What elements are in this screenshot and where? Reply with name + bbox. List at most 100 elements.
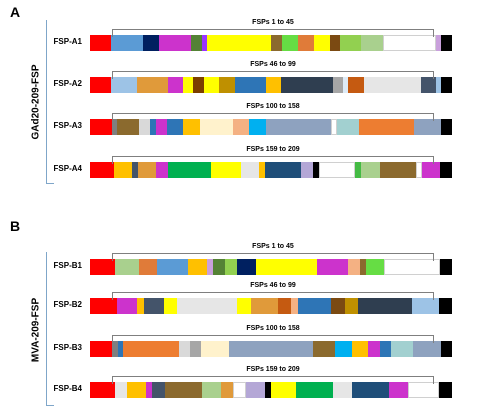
fsp-segment: [440, 341, 452, 357]
fsp-segment: [212, 259, 225, 275]
fsp-segment: [343, 77, 349, 93]
fsp-segment: [201, 341, 230, 357]
range-label: FSPs 100 to 158: [246, 325, 300, 332]
fsp-row: FSP-B4: [0, 382, 500, 398]
fsp-segment: [255, 259, 317, 275]
fsp-segment: [331, 298, 345, 314]
fsp-segment: [202, 382, 221, 398]
row-label: FSP-B2: [53, 300, 82, 309]
fsp-segment: [281, 35, 298, 51]
fsp-segment: [112, 341, 118, 357]
fsp-segment: [117, 341, 124, 357]
fsp-segment: [127, 382, 147, 398]
fsp-segment: [237, 298, 251, 314]
fsp-segment: [183, 119, 200, 135]
fsp-segment: [316, 259, 348, 275]
fsp-segment: [265, 77, 282, 93]
fsp-segment: [167, 77, 184, 93]
fsp-segment: [359, 259, 367, 275]
fsp-segment: [313, 35, 330, 51]
fsp-segment: [348, 77, 364, 93]
row-label: FSP-B1: [53, 261, 82, 270]
row-label: FSP-A2: [53, 79, 82, 88]
fsp-segment: [358, 119, 414, 135]
range-label: FSPs 46 to 99: [250, 61, 296, 68]
fsp-segment: [177, 298, 238, 314]
fsp-segment: [139, 259, 158, 275]
fsp-segment: [143, 35, 160, 51]
fsp-segment: [297, 298, 332, 314]
fsp-segment: [155, 119, 167, 135]
fsp-segment: [114, 382, 128, 398]
fsp-segment: [163, 298, 178, 314]
range-bracket: [112, 113, 434, 121]
range-bracket: [112, 29, 434, 37]
fsp-segment: [188, 259, 207, 275]
fsp-segment: [379, 341, 391, 357]
range-label: FSPs 1 to 45: [252, 19, 294, 26]
fsp-segment: [116, 298, 137, 314]
fsp-segment: [156, 162, 169, 178]
fsp-segment: [361, 35, 383, 51]
fsp-segment: [291, 298, 298, 314]
range-bracket: [112, 335, 434, 343]
fsp-row: FSP-B3: [0, 341, 500, 357]
range-bracket: [112, 71, 434, 79]
fsp-row: FSP-A4: [0, 162, 500, 178]
fsp-bar: [90, 119, 452, 135]
fsp-bar: [90, 341, 452, 357]
fsp-segment: [439, 382, 452, 398]
fsp-segment: [90, 341, 113, 357]
fsp-bar: [90, 77, 452, 93]
fsp-segment: [408, 382, 440, 398]
range-bracket: [112, 253, 434, 261]
range-label: FSPs 46 to 99: [250, 282, 296, 289]
fsp-segment: [361, 162, 380, 178]
fsp-segment: [90, 382, 115, 398]
fsp-segment: [379, 162, 416, 178]
fsp-segment: [111, 119, 118, 135]
fsp-segment: [146, 382, 153, 398]
range-bracket: [112, 292, 434, 300]
fsp-segment: [435, 35, 442, 51]
fsp-segment: [191, 35, 202, 51]
panel-letter: B: [10, 218, 21, 234]
row-label: FSP-A3: [53, 121, 82, 130]
panel-border-vertical: [46, 20, 47, 183]
fsp-segment: [389, 382, 409, 398]
fsp-segment: [201, 35, 208, 51]
fsp-segment: [363, 77, 421, 93]
fsp-segment: [265, 119, 332, 135]
fsp-segment: [436, 77, 442, 93]
fsp-segment: [114, 162, 133, 178]
fsp-row: FSP-B2: [0, 298, 500, 314]
fsp-segment: [132, 162, 139, 178]
fsp-segment: [136, 77, 168, 93]
panel-border-bottom: [46, 405, 54, 406]
fsp-segment: [277, 298, 292, 314]
range-label: FSPs 159 to 209: [246, 366, 300, 373]
fsp-segment: [249, 119, 266, 135]
fsp-row: FSP-B1: [0, 259, 500, 275]
range-label: FSPs 1 to 45: [252, 243, 294, 250]
fsp-bar: [90, 259, 452, 275]
fsp-segment: [110, 77, 137, 93]
fsp-segment: [368, 341, 380, 357]
fsp-segment: [168, 162, 211, 178]
fsp-segment: [157, 259, 189, 275]
fsp-segment: [117, 119, 140, 135]
fsp-segment: [234, 77, 266, 93]
fsp-segment: [206, 259, 213, 275]
panel-border-bottom: [46, 183, 54, 184]
fsp-bar: [90, 162, 452, 178]
fsp-segment: [351, 341, 369, 357]
fsp-segment: [90, 162, 115, 178]
fsp-segment: [270, 382, 296, 398]
fsp-row: FSP-A2: [0, 77, 500, 93]
panel-border-vertical: [46, 252, 47, 405]
fsp-segment: [90, 298, 117, 314]
fsp-segment: [237, 259, 256, 275]
fsp-segment: [183, 77, 194, 93]
fsp-segment: [301, 162, 314, 178]
fsp-segment: [358, 298, 412, 314]
